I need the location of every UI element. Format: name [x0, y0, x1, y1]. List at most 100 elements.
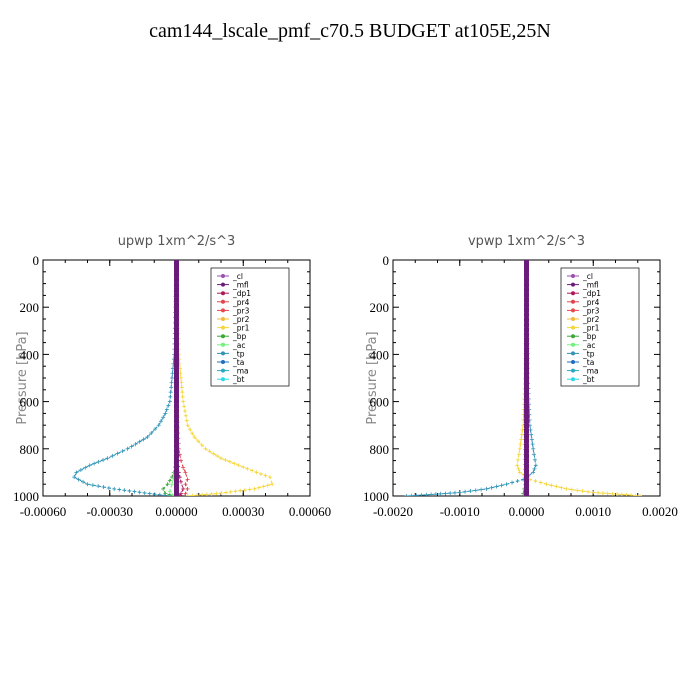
series-point-mfl — [174, 352, 179, 358]
series-point-mfl — [524, 317, 529, 323]
y-tick-label: 200 — [370, 300, 390, 315]
y-tick-label: 200 — [20, 300, 40, 315]
series-point-mfl — [174, 478, 179, 484]
x-tick-label: 0.00000 — [155, 504, 197, 519]
series-point-mfl — [174, 403, 179, 409]
legend-label: _cl — [232, 272, 243, 281]
series-point-mfl — [524, 413, 529, 419]
series-point-mfl — [174, 260, 179, 263]
legend-label: _pr4 — [582, 298, 600, 307]
legend-label: _bt — [232, 375, 245, 384]
series-point-mfl — [174, 332, 179, 338]
legend-marker — [221, 274, 225, 278]
legend-label: _bt — [582, 375, 595, 384]
series-group — [404, 260, 642, 496]
legend-label: _bp — [232, 332, 247, 341]
series-point-mfl — [174, 307, 179, 313]
y-axis-label: Pressure [hPa] — [15, 331, 30, 424]
series-point-mfl — [174, 418, 179, 424]
legend-marker — [221, 368, 225, 373]
legend-label: _ma — [232, 367, 249, 376]
x-tick-label: -0.00030 — [86, 504, 133, 519]
series-point-mfl — [524, 327, 529, 333]
legend-marker — [571, 299, 575, 304]
legend-marker — [221, 299, 225, 304]
series-point-mfl — [524, 478, 529, 484]
x-tick-label: 0.00030 — [222, 504, 264, 519]
series-point-mfl — [174, 287, 179, 293]
y-tick-label: 800 — [370, 442, 390, 457]
series-point-mfl — [524, 302, 529, 308]
series-point-mfl — [174, 393, 179, 399]
legend-marker — [221, 308, 225, 313]
y-tick-label: 400 — [370, 347, 390, 362]
series-point-mfl — [174, 428, 179, 434]
series-point-mfl — [524, 322, 529, 328]
legend-marker — [571, 360, 575, 364]
chart-title: upwp 1xm^2/s^3 — [118, 234, 236, 249]
series-point-mfl — [174, 372, 179, 378]
series-point-mfl — [524, 267, 529, 273]
series-point-mfl — [524, 277, 529, 283]
legend-label: _ta — [582, 358, 594, 367]
series-point-mfl — [524, 347, 529, 353]
series-point-mfl — [174, 367, 179, 373]
series-point-mfl — [524, 433, 529, 439]
legend-label: _ma — [582, 367, 599, 376]
series-point-mfl — [174, 337, 179, 343]
legend-marker — [221, 351, 225, 356]
series-point-mfl — [524, 493, 529, 496]
series-point-mfl — [174, 448, 179, 454]
y-tick-label: 1000 — [13, 489, 39, 504]
legend-marker — [571, 351, 575, 356]
legend-marker — [571, 368, 575, 373]
legend-label: _cl — [582, 272, 593, 281]
legend-label: _tp — [582, 349, 595, 358]
series-point-mfl — [174, 267, 179, 273]
series-point-mfl — [524, 443, 529, 449]
series-point-mfl — [174, 433, 179, 439]
series-point-mfl — [524, 287, 529, 293]
legend-label: _ac — [582, 341, 595, 350]
legend-marker — [571, 291, 575, 296]
series-point-mfl — [174, 473, 179, 479]
legend-label: _mfl — [582, 281, 599, 290]
legend-marker — [571, 377, 575, 382]
series-point-mfl — [174, 488, 179, 494]
series-point-mfl — [524, 372, 529, 378]
series-point-mfl — [524, 378, 529, 384]
series-point-mfl — [174, 453, 179, 459]
series-point-mfl — [524, 337, 529, 343]
series-point-mfl — [524, 312, 529, 318]
series-point-mfl — [174, 463, 179, 469]
legend-label: _tp — [232, 349, 245, 358]
series-point-mfl — [524, 357, 529, 363]
series-point-mfl — [174, 423, 179, 429]
series-point-mfl — [524, 463, 529, 469]
legend-label: _pr4 — [232, 298, 250, 307]
x-tick-label: 0.0000 — [509, 504, 545, 519]
y-tick-label: 0 — [383, 253, 390, 268]
chart-upwp: upwp 1xm^2/s^3 Pressure [hPa] 0 200 400 600 80… — [13, 234, 331, 519]
legend-marker — [221, 291, 225, 296]
x-tick-label: -0.0010 — [440, 504, 480, 519]
series-point-mfl — [524, 403, 529, 409]
series-group — [72, 260, 275, 496]
x-tick-label: -0.00060 — [20, 504, 67, 519]
series-point-mfl — [174, 468, 179, 474]
series-point-mfl — [524, 292, 529, 298]
series-point-mfl — [524, 458, 529, 464]
series-point-mfl — [524, 483, 529, 489]
series-point-mfl — [174, 383, 179, 389]
series-point-mfl — [174, 282, 179, 288]
series-point-mfl — [524, 398, 529, 404]
legend-label: _pr2 — [582, 315, 600, 324]
legend-marker — [221, 317, 225, 321]
series-point-mfl — [524, 307, 529, 313]
series-point-mfl — [174, 443, 179, 449]
series-point-mfl — [524, 488, 529, 494]
series-point-mfl — [174, 322, 179, 328]
series-point-mfl — [524, 262, 529, 268]
legend-label: _mfl — [232, 281, 249, 290]
series-point-mfl — [174, 327, 179, 333]
